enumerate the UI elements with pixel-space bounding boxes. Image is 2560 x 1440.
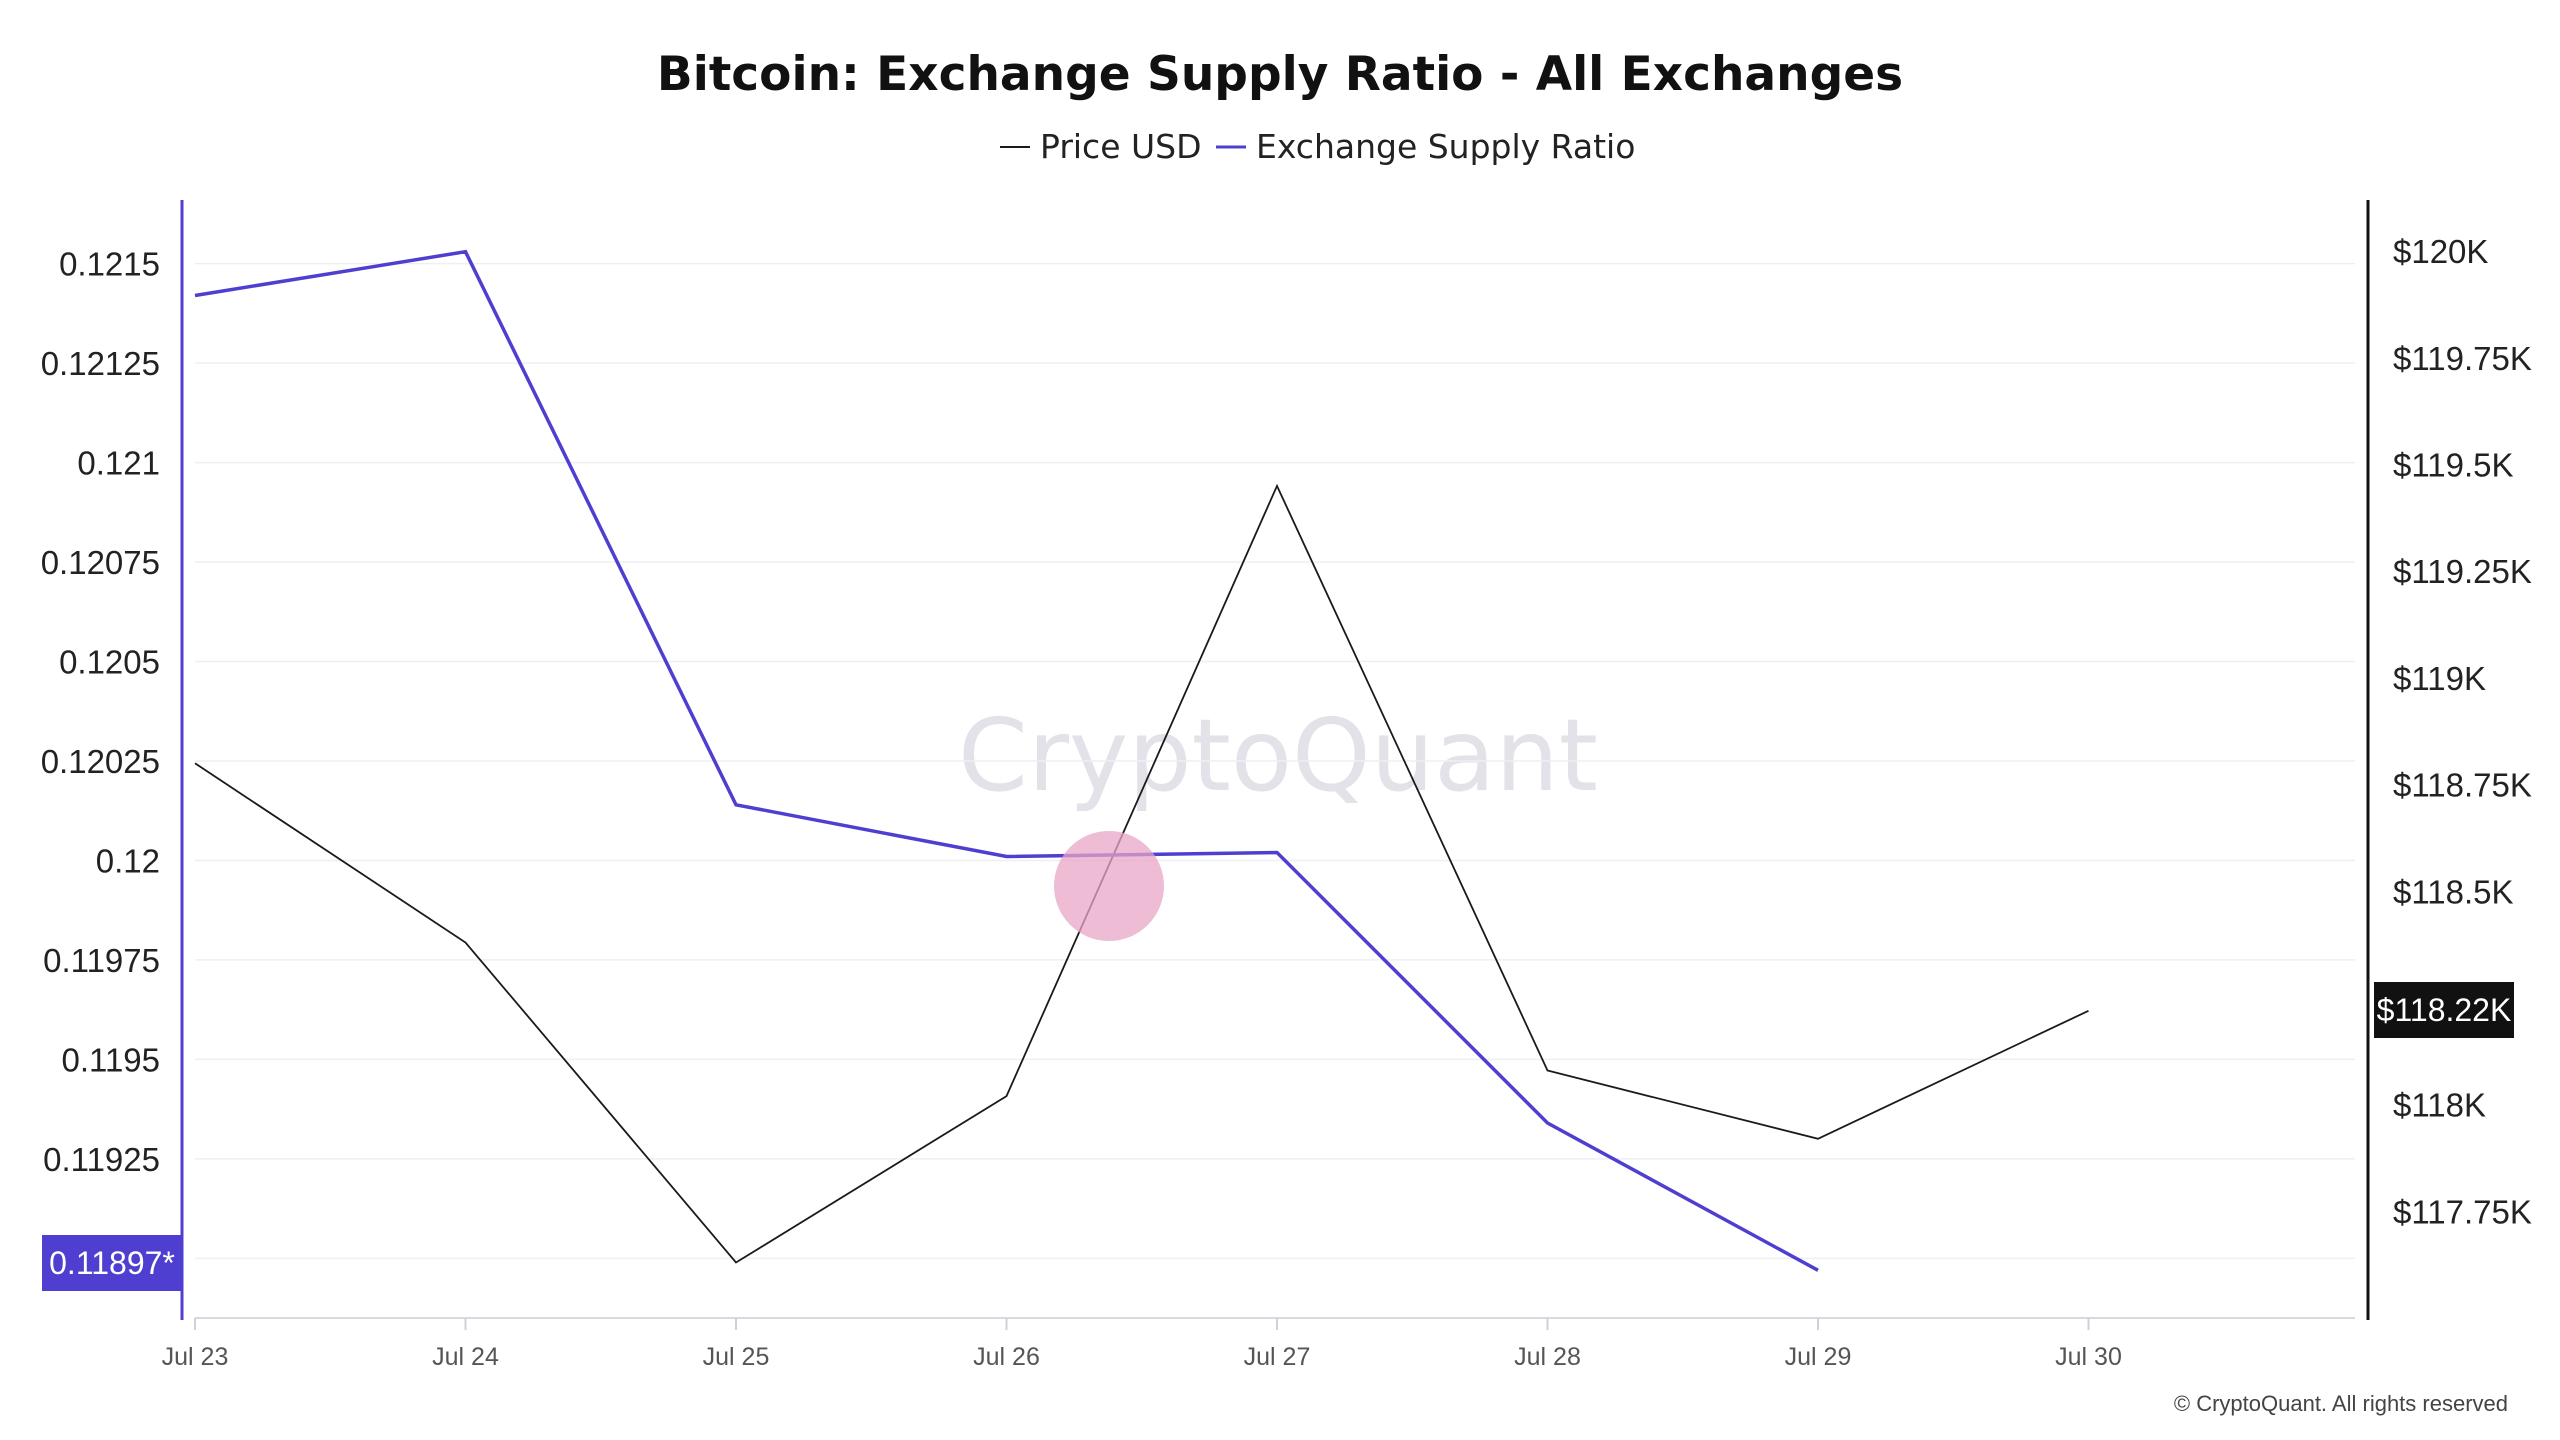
hover-marker[interactable]: [1054, 831, 1164, 941]
watermark: CryptoQuant: [958, 697, 1598, 814]
right-current-badge: $118.22K: [2374, 982, 2514, 1038]
right-tick-label: $117.75K: [2393, 1193, 2532, 1230]
right-tick-label: $119K: [2393, 660, 2486, 697]
left-axis-ticks: 0.1215 0.12125 0.121 0.12075 0.1205 0.12025 0.…: [41, 246, 160, 1178]
price-usd-point[interactable]: [463, 939, 469, 945]
left-tick-label: 0.1215: [59, 246, 160, 283]
right-current-badge-bg: [2374, 982, 2514, 1038]
exchange-supply-ratio-point[interactable]: [1004, 853, 1010, 859]
price-usd-point[interactable]: [1274, 483, 1280, 489]
price-usd-point[interactable]: [1004, 1093, 1010, 1099]
right-tick-label: $118.5K: [2393, 873, 2514, 910]
x-tick-label: Jul 27: [1244, 1343, 1311, 1371]
exchange-supply-ratio-point[interactable]: [1274, 849, 1280, 855]
right-tick-label: $118K: [2393, 1087, 2486, 1124]
left-tick-label: 0.11975: [43, 942, 160, 979]
left-current-badge-bg: [42, 1235, 182, 1291]
exchange-supply-ratio-point[interactable]: [1815, 1267, 1821, 1273]
right-tick-label: $119.75K: [2393, 340, 2532, 377]
left-tick-label: 0.121: [77, 445, 160, 482]
left-tick-label: 0.12125: [41, 345, 160, 382]
axes: [180, 200, 2370, 1320]
x-tick-label: Jul 29: [1785, 1343, 1852, 1371]
right-current-value: $118.22K: [2377, 992, 2512, 1028]
x-tick-label: Jul 30: [2055, 1343, 2122, 1371]
left-tick-label: 0.1205: [59, 644, 160, 681]
x-tick-label: Jul 23: [162, 1343, 229, 1371]
right-tick-label: $119.25K: [2393, 553, 2532, 590]
price-usd-line[interactable]: [194, 483, 2089, 1264]
price-usd-point[interactable]: [1545, 1068, 1551, 1074]
left-tick-label: 0.1195: [62, 1041, 160, 1078]
price-usd-point[interactable]: [192, 760, 198, 766]
left-current-badge: 0.11897*: [42, 1235, 182, 1291]
left-tick-label: 0.12075: [41, 544, 160, 581]
left-tick-label: 0.12: [96, 842, 160, 879]
left-tick-label: 0.12025: [41, 743, 160, 780]
right-axis-ticks: $120K $119.75K $119.5K $119.25K $119K $118.75…: [2393, 233, 2532, 1230]
legend-price-label[interactable]: Price USD: [1040, 127, 1202, 166]
right-tick-label: $120K: [2393, 233, 2488, 270]
exchange-supply-ratio-point[interactable]: [733, 802, 739, 808]
x-tick-label: Jul 26: [973, 1343, 1040, 1371]
price-usd-point[interactable]: [2086, 1008, 2092, 1014]
right-tick-label: $118.75K: [2393, 767, 2532, 804]
legend[interactable]: Price USD Exchange Supply Ratio: [1000, 127, 1635, 166]
grid: [195, 262, 2355, 1260]
left-tick-label: 0.11925: [43, 1141, 160, 1178]
right-tick-label: $119.5K: [2393, 447, 2514, 484]
price-usd-point[interactable]: [1815, 1136, 1821, 1142]
exchange-supply-ratio-line[interactable]: [194, 249, 1819, 1272]
x-tick-label: Jul 25: [703, 1343, 770, 1371]
exchange-supply-ratio-point[interactable]: [463, 249, 469, 255]
exchange-supply-ratio-point[interactable]: [192, 292, 198, 298]
series: [192, 249, 2092, 1273]
copyright: © CryptoQuant. All rights reserved: [2174, 1391, 2508, 1416]
chart-title: Bitcoin: Exchange Supply Ratio - All Exc…: [657, 47, 1903, 102]
x-tick-label: Jul 28: [1514, 1343, 1581, 1371]
left-current-value: 0.11897*: [49, 1245, 175, 1281]
exchange-supply-ratio-point[interactable]: [1545, 1120, 1551, 1126]
price-usd-point[interactable]: [733, 1260, 739, 1266]
x-tick-label: Jul 24: [432, 1343, 499, 1371]
x-axis-ticks: Jul 23 Jul 24 Jul 25 Jul 26 Jul 27 Jul 28 Jul …: [162, 1318, 2122, 1371]
legend-ratio-label[interactable]: Exchange Supply Ratio: [1256, 127, 1635, 166]
